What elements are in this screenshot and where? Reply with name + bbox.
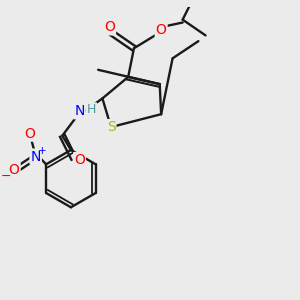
Text: O: O — [104, 20, 115, 34]
Text: +: + — [38, 146, 46, 156]
Text: O: O — [25, 127, 35, 141]
Text: −: − — [1, 170, 12, 183]
Text: N: N — [31, 150, 41, 164]
Text: O: O — [74, 153, 85, 167]
Text: O: O — [9, 163, 20, 177]
Text: H: H — [87, 103, 96, 116]
Text: O: O — [156, 23, 167, 37]
Text: N: N — [74, 104, 85, 118]
Text: S: S — [106, 120, 116, 134]
